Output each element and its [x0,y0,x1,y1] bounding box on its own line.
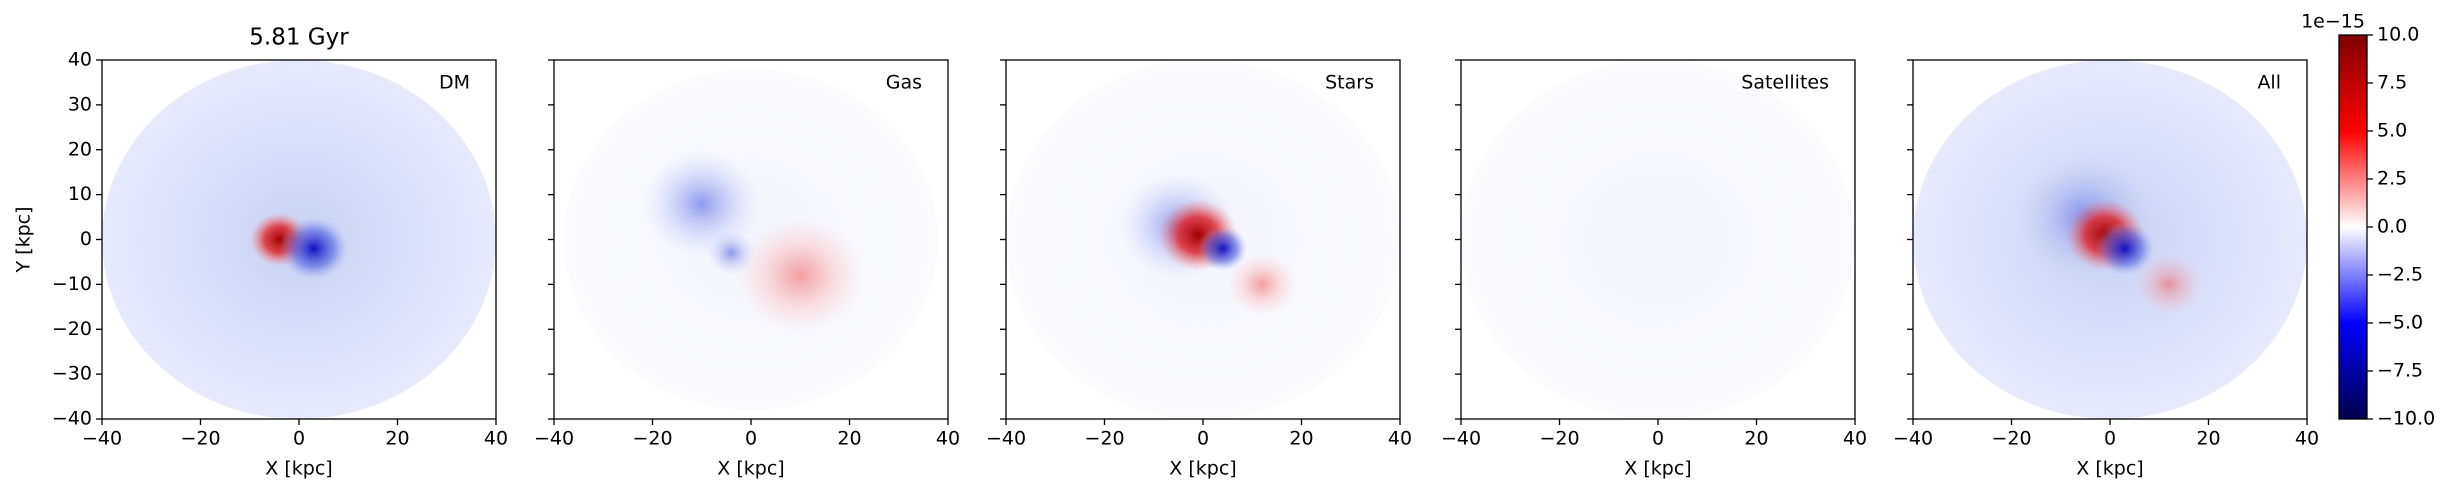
y-tick-label: 30 [68,93,92,115]
heatmap-region [736,217,865,334]
heatmap-image [102,60,496,419]
panel-label: All [2257,72,2281,94]
y-tick-label: 40 [68,49,92,71]
heatmap-region [1461,60,1855,419]
x-tick-label: 40 [2295,428,2319,450]
x-tick-label: −20 [1991,428,2031,450]
y-tick-label: 20 [68,138,92,160]
x-tick-label: −40 [1893,428,1933,450]
heatmap-region [1227,252,1297,316]
heatmap-region [2095,221,2155,276]
x-axis-label: X [kpc] [2076,458,2143,480]
x-tick-label: −40 [534,428,574,450]
colorbar [2339,35,2367,419]
heatmap-region [279,217,349,280]
colorbar-tick-label: 7.5 [2377,72,2407,94]
x-tick-label: −20 [1084,428,1124,450]
y-tick-label: −30 [52,363,92,385]
y-tick-label: −40 [52,408,92,430]
colorbar-offset: 1e−15 [2301,11,2365,33]
x-axis-label: X [kpc] [1624,458,1691,480]
x-axis-label: X [kpc] [717,458,784,480]
heatmap-region [1198,226,1248,271]
colorbar-tick-label: 5.0 [2377,120,2407,142]
heatmap-image [1461,60,1855,419]
panel-label: DM [439,72,470,94]
x-tick-label: −20 [180,428,220,450]
x-tick-label: 0 [1197,428,1209,450]
colorbar-tick-label: 2.5 [2377,168,2407,190]
x-tick-label: 20 [1744,428,1768,450]
panel-label: Satellites [1741,72,1829,94]
x-tick-label: 20 [837,428,861,450]
heatmap-image [563,68,939,411]
panel-label: Gas [886,72,922,94]
x-axis-label: X [kpc] [265,458,332,480]
colorbar-tick-label: −2.5 [2377,264,2423,286]
y-axis-label: Y [kpc] [13,207,35,274]
x-tick-label: 40 [484,428,508,450]
x-tick-label: 20 [2196,428,2220,450]
heatmap-region [2134,252,2204,316]
heatmap-region [706,230,756,276]
x-tick-label: 20 [385,428,409,450]
y-tick-label: −20 [52,318,92,340]
colorbar-tick-label: −5.0 [2377,312,2423,334]
y-tick-label: 10 [68,183,92,205]
x-axis-label: X [kpc] [1169,458,1236,480]
panel-label: Stars [1325,72,1374,94]
y-tick-label: −10 [52,273,92,295]
colorbar-tick-label: 10.0 [2377,24,2419,46]
x-tick-label: 40 [1388,428,1412,450]
colorbar-tick-label: −7.5 [2377,360,2423,382]
x-tick-label: −20 [1539,428,1579,450]
heatmap-image [1913,60,2307,419]
x-tick-label: −40 [986,428,1026,450]
x-tick-label: −40 [82,428,122,450]
x-tick-label: 0 [745,428,757,450]
heatmap-image [1006,60,1400,419]
x-tick-label: 0 [293,428,305,450]
x-tick-label: 0 [1652,428,1664,450]
colorbar-tick-label: 0.0 [2377,216,2407,238]
x-tick-label: 0 [2104,428,2116,450]
x-tick-label: 40 [936,428,960,450]
x-tick-label: 20 [1289,428,1313,450]
x-tick-label: −40 [1441,428,1481,450]
colorbar-tick-label: −10.0 [2377,408,2435,430]
x-tick-label: −20 [632,428,672,450]
x-tick-label: 40 [1843,428,1867,450]
y-tick-label: 0 [80,228,92,250]
panel-title: 5.81 Gyr [249,25,349,51]
